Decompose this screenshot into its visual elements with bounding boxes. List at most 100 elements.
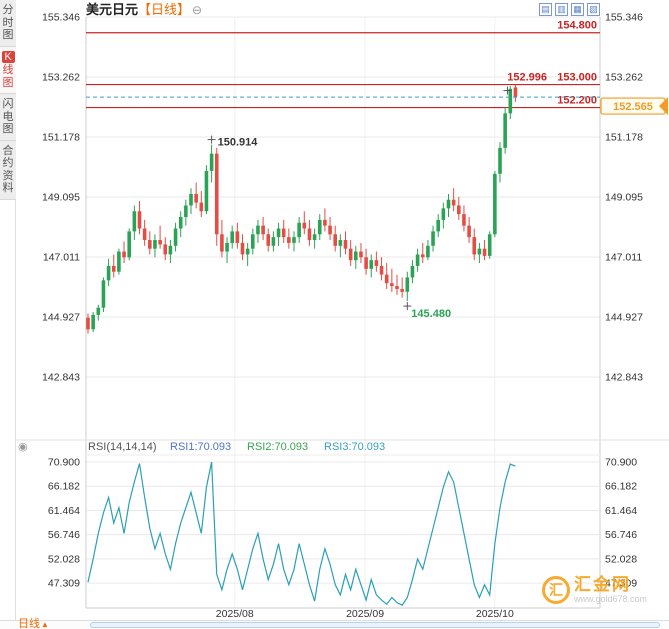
rsi-line — [87, 461, 516, 606]
candle-body — [276, 228, 281, 238]
price-axis-label-left: 155.346 — [42, 12, 80, 24]
collapse-icon[interactable]: ⊖ — [192, 3, 203, 17]
brand-text: 汇金网 www.gold678.com — [574, 576, 647, 605]
candle-body — [431, 231, 435, 246]
period-selector-label: 日线 — [18, 618, 40, 629]
rsi-axis-label-left: 66.182 — [48, 481, 80, 493]
price-marker-icon — [659, 97, 668, 116]
chart-tool-icon-2[interactable]: ▥ — [555, 3, 568, 16]
candle-body — [245, 248, 250, 255]
candle-body — [390, 283, 394, 287]
candle-body — [348, 248, 353, 261]
sidebar-tab-char: 分 — [2, 4, 14, 16]
price-axis-label-right: 153.262 — [605, 72, 643, 84]
chevron-up-icon: ▲ — [41, 620, 49, 629]
candle-body — [498, 147, 502, 174]
x-axis-label: 2025/08 — [216, 608, 254, 620]
chart-toolbar: ▤ ▥ ▦ ▧ — [539, 3, 600, 16]
candle-body — [405, 277, 410, 292]
candle-body — [132, 211, 137, 232]
candle-body — [189, 193, 193, 206]
rsi-header: ◉ RSI(14,14,14) RSI1:70.093 RSI2:70.093 … — [0, 441, 500, 454]
indicator-toggle-icon[interactable]: ◉ — [18, 441, 28, 453]
watermark: 汇 汇金网 www.gold678.com — [542, 576, 647, 604]
candle-body — [343, 240, 348, 249]
price-axis-label-left: 147.011 — [43, 251, 80, 263]
candle-body — [256, 225, 260, 235]
bottom-bar: 日线▲ — [0, 619, 669, 629]
candle-body — [451, 199, 456, 206]
candle-body — [369, 260, 374, 269]
chart-tool-icon-4[interactable]: ▧ — [587, 3, 600, 16]
rsi-axis-label-left: 61.464 — [48, 505, 80, 517]
sidebar-tab-time-chart[interactable]: 分时图 — [0, 0, 16, 47]
rsi-axis-label-left: 56.746 — [48, 529, 80, 541]
candle-body — [379, 265, 384, 275]
candle-body — [415, 254, 420, 266]
sidebar-tab-char: 合 — [2, 144, 14, 157]
candle-body — [457, 205, 461, 215]
candle-body — [323, 219, 327, 226]
candle-body — [86, 317, 90, 330]
candle-body — [261, 225, 265, 235]
candle-body — [127, 231, 131, 258]
sidebar-tab-lightning-chart[interactable]: 闪电图 — [0, 94, 16, 141]
price-axis-label-right: 142.843 — [605, 372, 643, 384]
candle-body — [117, 251, 121, 272]
candle-body — [251, 234, 255, 249]
x-axis-label: 2025/09 — [346, 608, 384, 620]
candle-body — [400, 288, 404, 292]
candle-body — [487, 234, 492, 256]
candle-body — [493, 173, 497, 235]
price-axis-label-right: 151.178 — [605, 132, 643, 144]
candle-body — [503, 113, 507, 148]
candle-body — [173, 228, 178, 246]
sidebar-tab-char: 图 — [2, 29, 14, 41]
candle-body — [364, 257, 368, 269]
candle-body — [163, 244, 168, 255]
candle-body — [374, 260, 379, 266]
candle-body — [410, 265, 415, 278]
candle-body — [122, 251, 126, 258]
candle-body — [292, 237, 296, 243]
candle-body — [220, 234, 224, 252]
chart-tool-icon-1[interactable]: ▤ — [539, 3, 552, 16]
chart-tool-icon-3[interactable]: ▦ — [571, 3, 584, 16]
candle-body — [158, 240, 162, 245]
price-axis-label-left: 153.262 — [42, 72, 80, 84]
candle-body — [101, 280, 106, 308]
rsi-axis-label-left: 70.900 — [48, 457, 80, 469]
candle-body — [199, 202, 204, 212]
sidebar-tab-char: K — [1, 50, 15, 63]
current-price-tag-value: 152.565 — [613, 101, 653, 113]
candle-body — [477, 248, 482, 255]
rsi1-value: RSI1:70.093 — [170, 441, 232, 453]
sidebar-tab-contract-info[interactable]: 合约资料 — [0, 140, 16, 200]
x-axis-label: 2025/10 — [476, 608, 514, 620]
candle-body — [436, 219, 440, 232]
candle-body — [235, 231, 240, 243]
rsi-axis-label-right: 47.309 — [605, 578, 637, 590]
rsi-axis-label-right: 52.028 — [605, 553, 637, 565]
period-selector[interactable]: 日线▲ — [18, 619, 49, 629]
horizontal-scrollbar[interactable] — [90, 622, 660, 628]
candle-body — [271, 237, 276, 246]
price-axis-label-right: 149.095 — [605, 191, 643, 203]
candle-body — [513, 87, 518, 98]
candle-body — [441, 208, 446, 220]
rsi2-value: RSI2:70.093 — [247, 441, 309, 453]
candle-body — [467, 225, 471, 238]
candle-body — [230, 231, 234, 243]
candle-body — [209, 153, 214, 171]
alert-line-label: 153.000 — [557, 72, 597, 84]
sidebar-tab-char: 料 — [2, 182, 14, 194]
candle-body — [302, 222, 307, 229]
candle-body — [462, 214, 466, 226]
price-axis-label-right: 144.927 — [605, 311, 643, 323]
candle-body — [420, 254, 425, 258]
period-label: 【日线】 — [138, 2, 191, 17]
candle-body — [472, 237, 477, 255]
